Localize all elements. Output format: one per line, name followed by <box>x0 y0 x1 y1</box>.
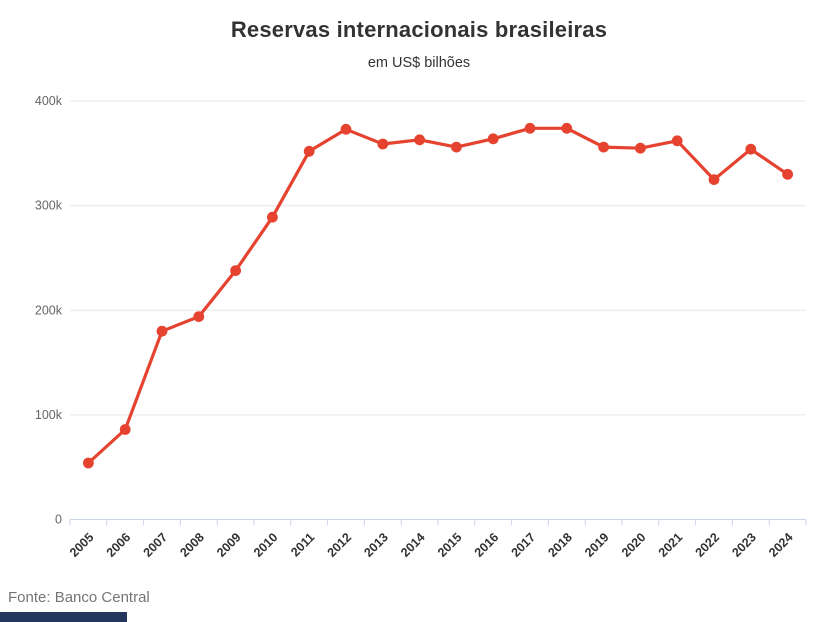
x-tick-label: 2014 <box>398 530 428 560</box>
data-point-marker[interactable] <box>377 138 389 150</box>
data-point-marker[interactable] <box>83 457 94 469</box>
data-point-marker[interactable] <box>303 145 315 157</box>
bottom-accent-bar <box>0 612 127 622</box>
x-tick-label: 2005 <box>67 530 97 560</box>
x-tick-label: 2008 <box>177 530 207 560</box>
series-line <box>86 126 790 465</box>
y-tick-label: 100k <box>35 408 63 422</box>
data-point-marker[interactable] <box>267 211 278 223</box>
x-tick-label: 2010 <box>251 530 281 560</box>
source-credit: Fonte: Banco Central <box>8 589 150 606</box>
y-tick-label: 0 <box>55 513 62 527</box>
data-point-marker[interactable] <box>671 135 683 147</box>
x-tick-label: 2021 <box>656 530 686 560</box>
x-tick-label: 2019 <box>582 530 612 560</box>
data-point-marker[interactable] <box>230 265 242 276</box>
chart-subtitle: em US$ bilhões <box>367 55 471 71</box>
x-tick-label: 2022 <box>693 530 723 560</box>
data-point-marker[interactable] <box>340 123 352 135</box>
data-point-marker[interactable] <box>708 174 720 186</box>
x-tick-label: 2006 <box>104 530 134 560</box>
data-point-marker[interactable] <box>598 141 609 153</box>
data-point-marker[interactable] <box>414 134 425 146</box>
data-point-marker[interactable] <box>193 311 205 322</box>
data-point-marker[interactable] <box>451 141 462 153</box>
x-tick-label: 2023 <box>729 530 759 560</box>
data-point-marker[interactable] <box>487 133 499 145</box>
data-point-marker[interactable] <box>635 142 646 154</box>
y-tick-label: 200k <box>35 303 63 317</box>
data-point-marker[interactable] <box>782 168 793 180</box>
x-tick-label: 2015 <box>435 530 465 560</box>
x-tick-label: 2007 <box>141 530 171 560</box>
x-tick-label: 2018 <box>545 530 575 560</box>
chart-title: Reservas internacionais brasileiras <box>230 17 608 42</box>
x-tick-label: 2024 <box>766 530 796 560</box>
x-tick-label: 2016 <box>472 530 502 560</box>
y-tick-label: 300k <box>35 199 63 213</box>
data-point-marker[interactable] <box>119 424 131 435</box>
x-tick-label: 2017 <box>509 530 539 560</box>
data-point-marker[interactable] <box>524 122 536 134</box>
data-point-marker[interactable] <box>156 325 168 337</box>
x-tick-label: 2012 <box>325 530 355 560</box>
data-point-marker[interactable] <box>561 122 573 134</box>
x-tick-label: 2011 <box>288 530 317 559</box>
data-point-marker[interactable] <box>745 143 757 155</box>
x-tick-label: 2009 <box>214 530 244 560</box>
y-tick-label: 400k <box>35 94 63 108</box>
x-tick-label: 2020 <box>619 530 649 560</box>
x-tick-label: 2013 <box>361 530 391 560</box>
